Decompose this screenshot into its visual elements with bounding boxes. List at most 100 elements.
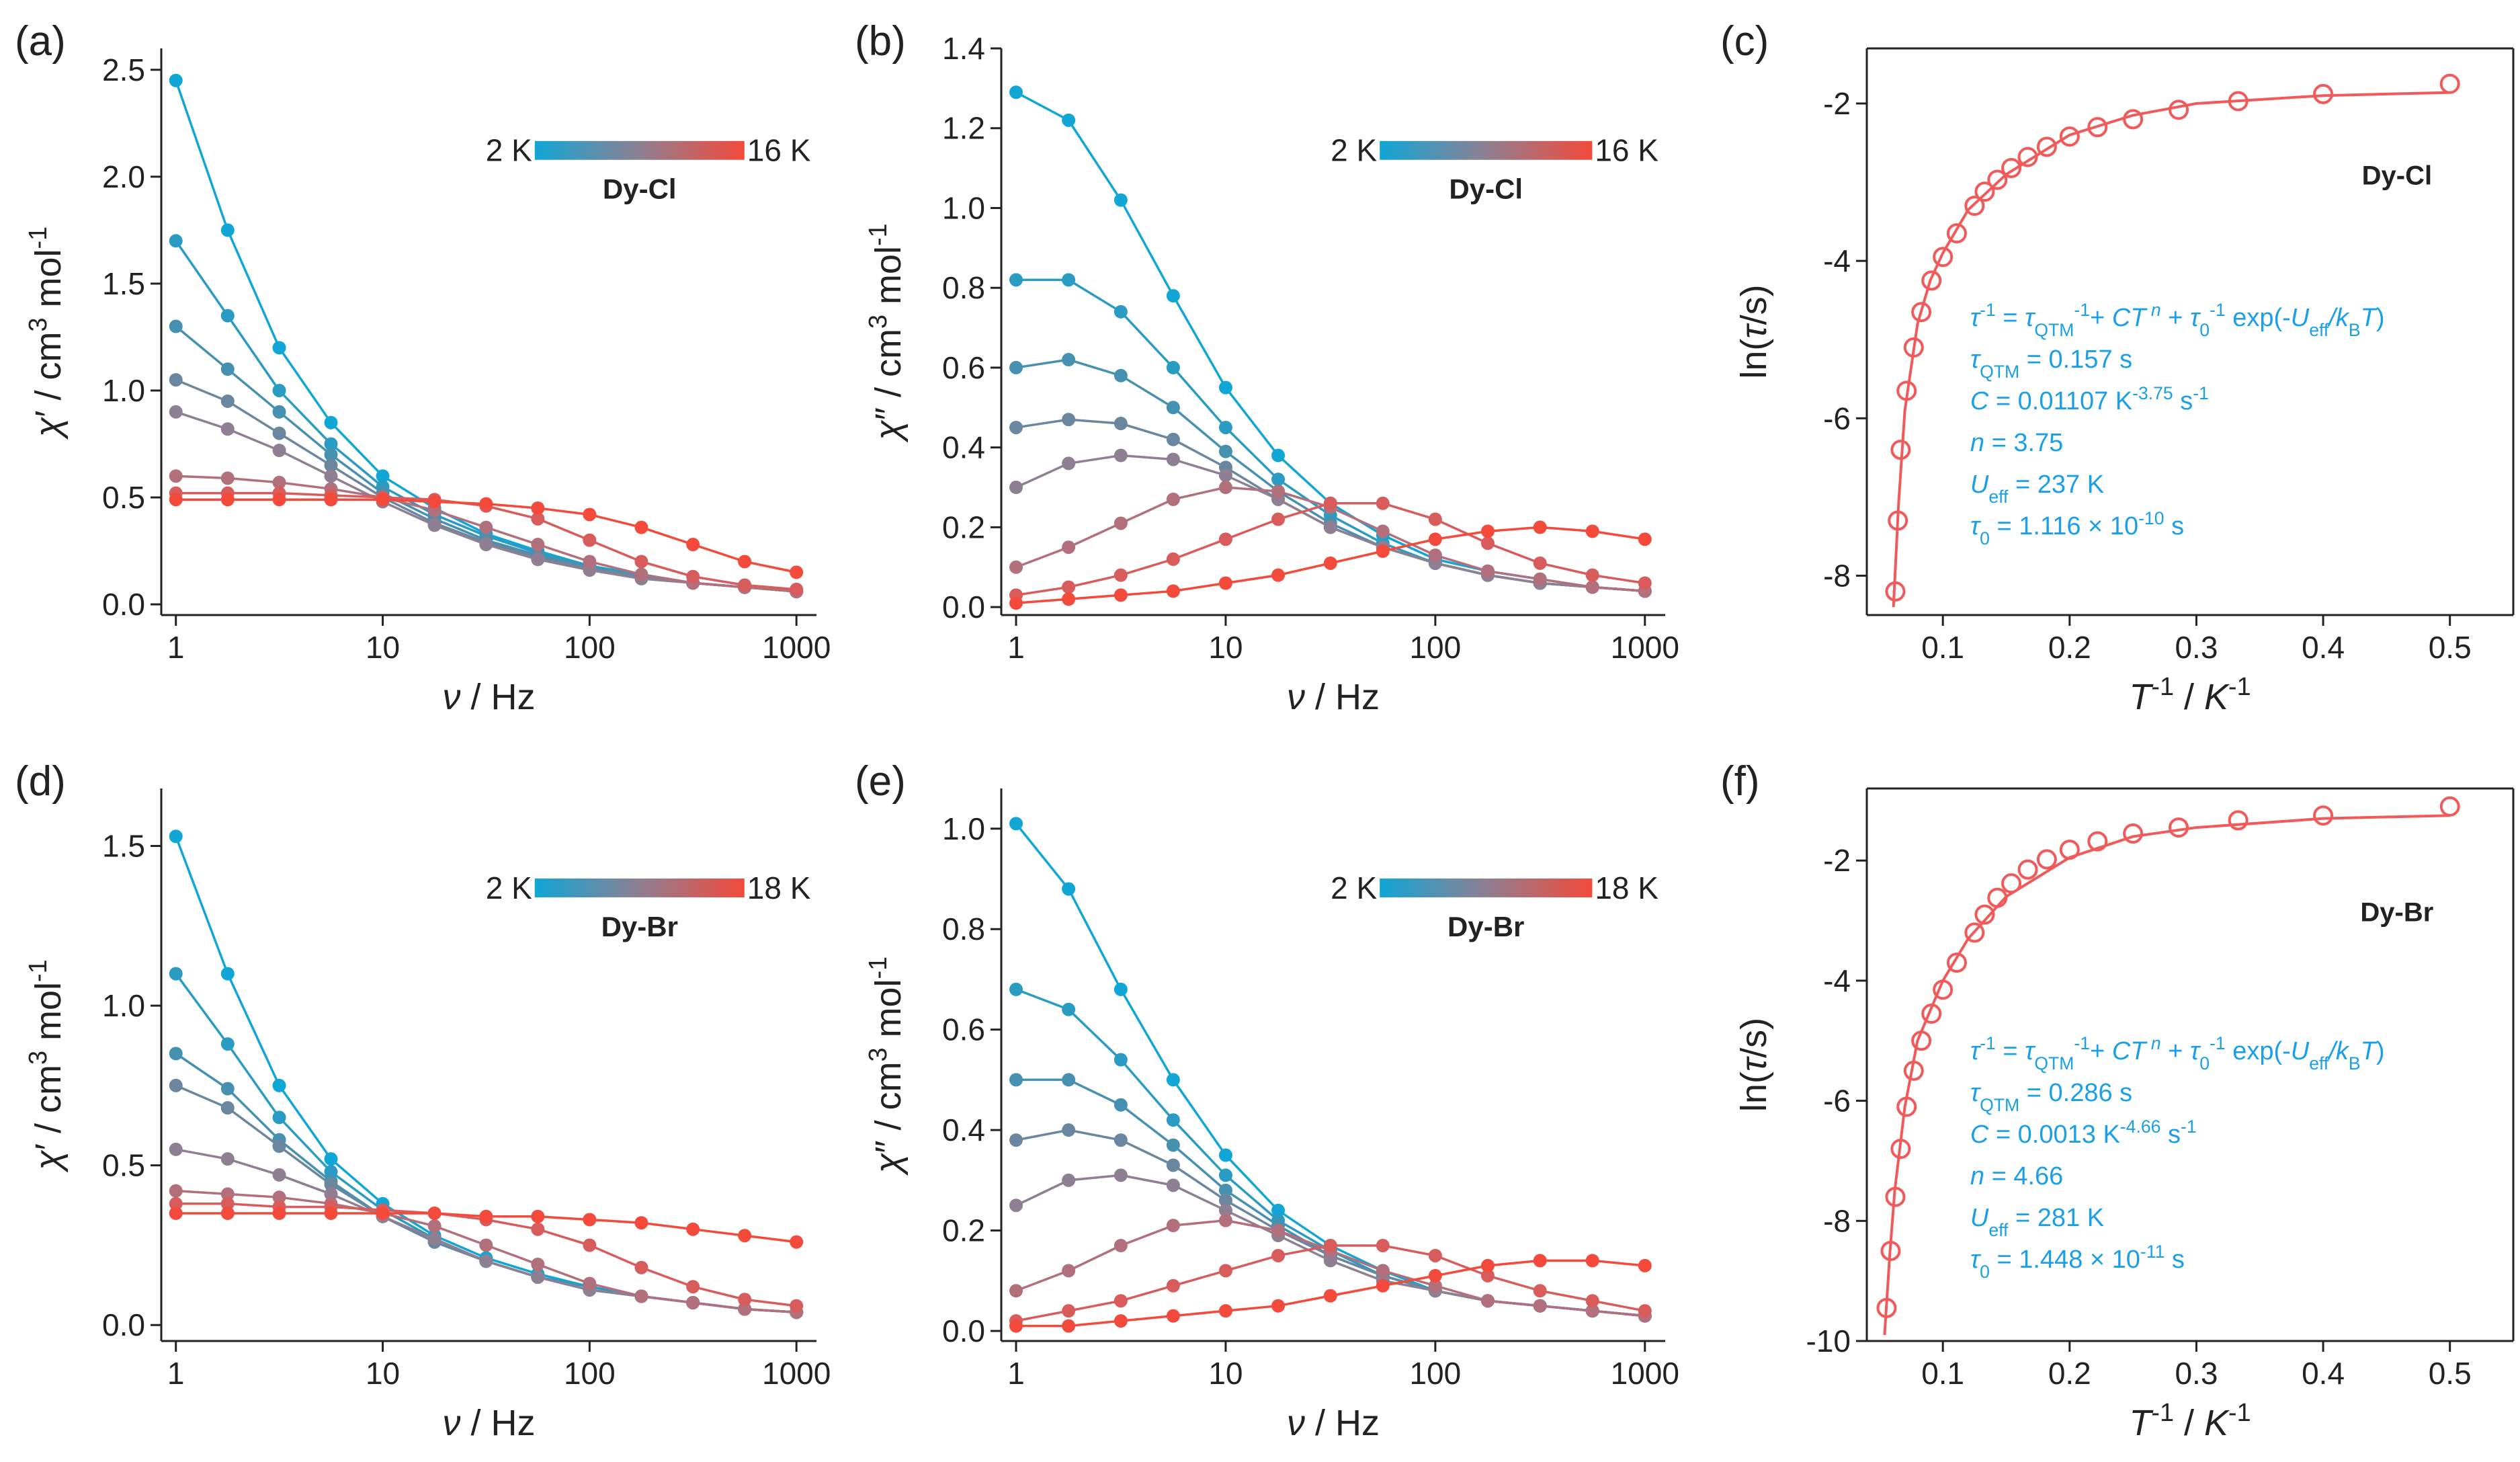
y-tick-label: 0.6 xyxy=(942,1012,985,1047)
data-point xyxy=(272,493,286,507)
series-line xyxy=(1015,1129,1645,1317)
fit-annotation-part: U xyxy=(2291,304,2310,332)
data-point xyxy=(2169,99,2189,120)
compound-name: Dy-Br xyxy=(2360,897,2433,927)
x-axis-label-part: ν xyxy=(1287,677,1305,717)
data-point xyxy=(1166,401,1180,415)
data-point xyxy=(686,1222,700,1236)
y-axis-label: ln(τ/s) xyxy=(1734,1018,1774,1112)
data-point xyxy=(1062,882,1076,896)
fit-annotation-part: QTM xyxy=(2034,1053,2074,1073)
y-axis-label-part: ln( xyxy=(1734,339,1774,379)
data-point xyxy=(1062,580,1076,594)
y-tick-label: 1.2 xyxy=(942,111,985,146)
x-axis-label-part: K xyxy=(2204,1403,2230,1443)
data-point xyxy=(738,1302,752,1316)
data-point xyxy=(1480,1294,1495,1308)
y-axis-label-part: 3 xyxy=(24,1051,52,1065)
fit-annotation-part: τ xyxy=(2190,1037,2201,1065)
data-point xyxy=(1218,420,1232,434)
series-line xyxy=(175,1084,797,1313)
fit-annotation-part: + xyxy=(2090,1037,2112,1065)
y-axis-label-part: /s) xyxy=(1734,284,1774,325)
x-axis-label-part: / Hz xyxy=(1305,677,1380,717)
fit-annotation-part: eff xyxy=(1988,1220,2009,1240)
data-point xyxy=(1166,1278,1180,1293)
x-tick-label: 1000 xyxy=(762,1356,831,1391)
fit-annotation: Ueff = 237 K xyxy=(1970,471,2104,507)
fit-annotation-part: τ xyxy=(1970,304,1982,332)
data-point xyxy=(1218,1183,1232,1197)
data-point xyxy=(1323,1239,1337,1253)
fit-annotation-part: B xyxy=(2349,1053,2361,1073)
y-tick-label: 0.2 xyxy=(942,510,985,544)
fit-annotation-part: n xyxy=(2146,300,2160,320)
fit-annotation-part: 0 xyxy=(1980,1262,1990,1282)
data-point xyxy=(169,373,183,387)
y-axis-label-part: 3 xyxy=(24,317,52,331)
data-point xyxy=(1166,1219,1180,1233)
data-point xyxy=(1062,1002,1076,1016)
fit-annotation-part: B xyxy=(2349,320,2361,340)
data-point xyxy=(790,1235,804,1249)
data-point xyxy=(686,569,700,583)
x-axis-label: ν / Hz xyxy=(442,677,535,717)
data-point xyxy=(1376,524,1390,538)
data-point xyxy=(220,1082,235,1096)
data-point xyxy=(1638,532,1652,546)
data-point xyxy=(220,967,235,981)
fit-annotation-part: 0 xyxy=(1980,528,1990,549)
x-axis-label-part: T xyxy=(2129,1403,2154,1443)
data-point xyxy=(1974,904,1995,925)
data-point xyxy=(479,538,493,552)
fit-annotation-part: s xyxy=(2165,1246,2185,1274)
data-point xyxy=(2017,859,2038,880)
colorbar xyxy=(534,878,745,897)
x-axis-label-part: / Hz xyxy=(460,677,535,717)
fit-annotation-part: ) xyxy=(2376,304,2385,332)
data-point xyxy=(1428,532,1442,546)
colorbar-max-label: 16 K xyxy=(1595,133,1658,168)
series-line xyxy=(175,1052,797,1313)
y-axis-label-part: 3 xyxy=(864,1048,892,1062)
data-point xyxy=(272,1139,286,1153)
data-point xyxy=(220,1037,235,1051)
data-point xyxy=(738,555,752,569)
data-point xyxy=(1009,85,1023,99)
data-point xyxy=(1009,273,1023,287)
y-axis-label-part: mol xyxy=(28,982,69,1051)
data-point xyxy=(1166,452,1180,466)
data-point xyxy=(169,319,183,333)
data-point xyxy=(324,437,338,451)
y-axis-label-part: χ xyxy=(868,419,909,443)
x-axis-label-part: ν xyxy=(1287,1403,1305,1443)
data-point xyxy=(1480,1258,1495,1272)
x-tick-label: 0.5 xyxy=(2429,1356,2472,1391)
data-point xyxy=(169,469,183,483)
data-point xyxy=(1166,1138,1180,1152)
data-point xyxy=(1480,564,1495,578)
data-point xyxy=(1114,982,1128,996)
data-point xyxy=(583,1276,597,1291)
x-tick-label: 100 xyxy=(564,1356,616,1391)
data-point xyxy=(479,497,493,511)
data-point xyxy=(2313,83,2334,104)
y-tick-label: 0.4 xyxy=(942,1112,985,1147)
data-point xyxy=(1218,1264,1232,1278)
fit-annotation-part: U xyxy=(2291,1037,2310,1065)
data-point xyxy=(169,967,183,981)
data-point xyxy=(738,1293,752,1307)
y-axis-label: ln(τ/s) xyxy=(1734,284,1774,378)
data-point xyxy=(1062,1319,1076,1333)
data-point xyxy=(1218,1193,1232,1207)
y-tick-label: -10 xyxy=(1806,1324,1851,1358)
data-point xyxy=(531,1209,545,1223)
x-axis-label-part: -1 xyxy=(2228,1399,2251,1427)
data-point xyxy=(1323,496,1337,510)
fit-annotation: τQTM = 0.286 s xyxy=(1970,1079,2132,1115)
fit-annotation-part: -1 xyxy=(2074,1033,2090,1053)
y-axis-label-part: τ xyxy=(1734,323,1774,339)
data-point xyxy=(1062,456,1076,471)
y-axis-label-part: -1 xyxy=(24,227,52,249)
data-point xyxy=(1166,1113,1180,1127)
